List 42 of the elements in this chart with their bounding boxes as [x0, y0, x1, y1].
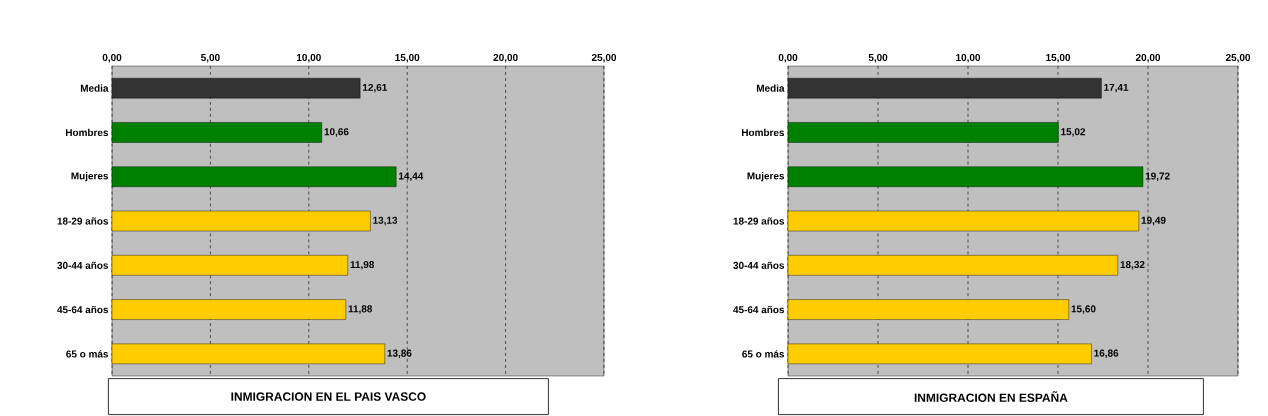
text: INMIGRACION EN EL PAIS VASCO [231, 392, 426, 401]
data-label: 11,98 [350, 261, 375, 270]
x-tick-label: 5,00 [201, 53, 220, 63]
x-tick-label: 0,00 [102, 53, 122, 63]
y-tick-label: Mujeres [747, 172, 785, 182]
y-tick-label: Hombres [65, 128, 109, 137]
data-label: 19,49 [1141, 216, 1166, 226]
y-tick-label: 65 o más [742, 350, 785, 358]
x-tick-label: 25,00 [591, 53, 617, 63]
x-tick-label: 10,00 [296, 53, 321, 63]
y-tick-label: 18-29 años [57, 217, 109, 225]
y-tick-label: Hombres [741, 128, 785, 137]
x-tick-label: 10,00 [956, 53, 981, 63]
x-tick-label: 20,00 [493, 53, 518, 63]
data-label: 13,86 [387, 349, 412, 359]
y-tick-label: Media [756, 84, 785, 92]
data-label: 10,66 [324, 128, 349, 137]
y-tick-label: Mujeres [71, 172, 109, 182]
data-label: 19,72 [1145, 172, 1170, 181]
y-tick-label: Media [80, 84, 109, 92]
x-tick-label: 15,00 [395, 53, 420, 63]
data-label: 17,41 [1104, 83, 1129, 93]
y-tick-label: 30-44 años [733, 261, 785, 269]
data-label: 16,86 [1094, 349, 1119, 359]
x-tick-label: 25,00 [1225, 53, 1251, 63]
y-tick-label: 65 o más [66, 350, 109, 358]
x-tick-label: 5,00 [868, 53, 888, 63]
y-tick-label: 30-44 años [57, 261, 109, 269]
data-label: 11,88 [348, 305, 373, 314]
y-tick-label: 18-29 años [733, 217, 785, 225]
x-tick-label: 15,00 [1046, 53, 1071, 63]
x-tick-label: 20,00 [1135, 53, 1161, 63]
data-label: 15,02 [1061, 128, 1086, 137]
data-label: 12,61 [362, 83, 388, 93]
text: INMIGRACION EN ESPAÑA [914, 391, 1068, 402]
y-tick-label: 45-64 años [733, 305, 785, 314]
y-tick-label: 45-64 años [57, 305, 109, 314]
data-label: 15,60 [1071, 305, 1096, 314]
data-label: 14,44 [399, 172, 424, 181]
data-label: 13,13 [373, 216, 398, 226]
x-tick-label: 0,00 [778, 53, 798, 63]
data-label: 18,32 [1120, 261, 1145, 270]
